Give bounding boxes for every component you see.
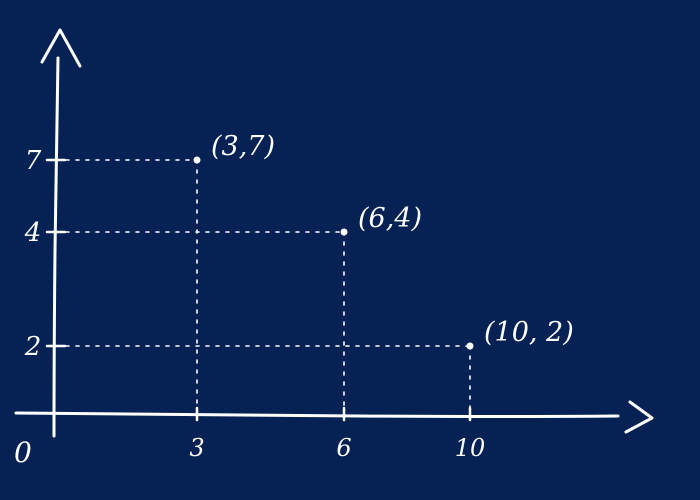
data-points: (3,7) (6,4) (10, 2) bbox=[193, 131, 574, 350]
x-axis bbox=[14, 411, 620, 418]
x-tick-label-1: 3 bbox=[189, 434, 204, 462]
x-axis-arrowhead bbox=[624, 400, 654, 434]
y-axis bbox=[52, 56, 60, 438]
data-point-2 bbox=[340, 228, 348, 236]
y-axis-arrowhead bbox=[40, 28, 82, 68]
data-point-3 bbox=[466, 342, 474, 350]
x-tick-label-3: 10 bbox=[455, 434, 486, 462]
data-point-1 bbox=[193, 156, 201, 164]
y-tick-label-3: 2 bbox=[24, 332, 42, 362]
guide-lines bbox=[55, 159, 471, 415]
point-label-3: (10, 2) bbox=[484, 317, 574, 348]
point-label-2: (6,4) bbox=[358, 203, 422, 234]
tick-marks: 3 6 10 7 4 2 bbox=[24, 146, 486, 462]
y-tick-label-1: 7 bbox=[25, 146, 42, 176]
axes bbox=[14, 28, 654, 438]
origin-label: 0 bbox=[14, 436, 32, 469]
x-tick-label-2: 6 bbox=[336, 434, 351, 462]
y-tick-label-2: 4 bbox=[24, 218, 42, 248]
point-label-1: (3,7) bbox=[211, 131, 275, 162]
